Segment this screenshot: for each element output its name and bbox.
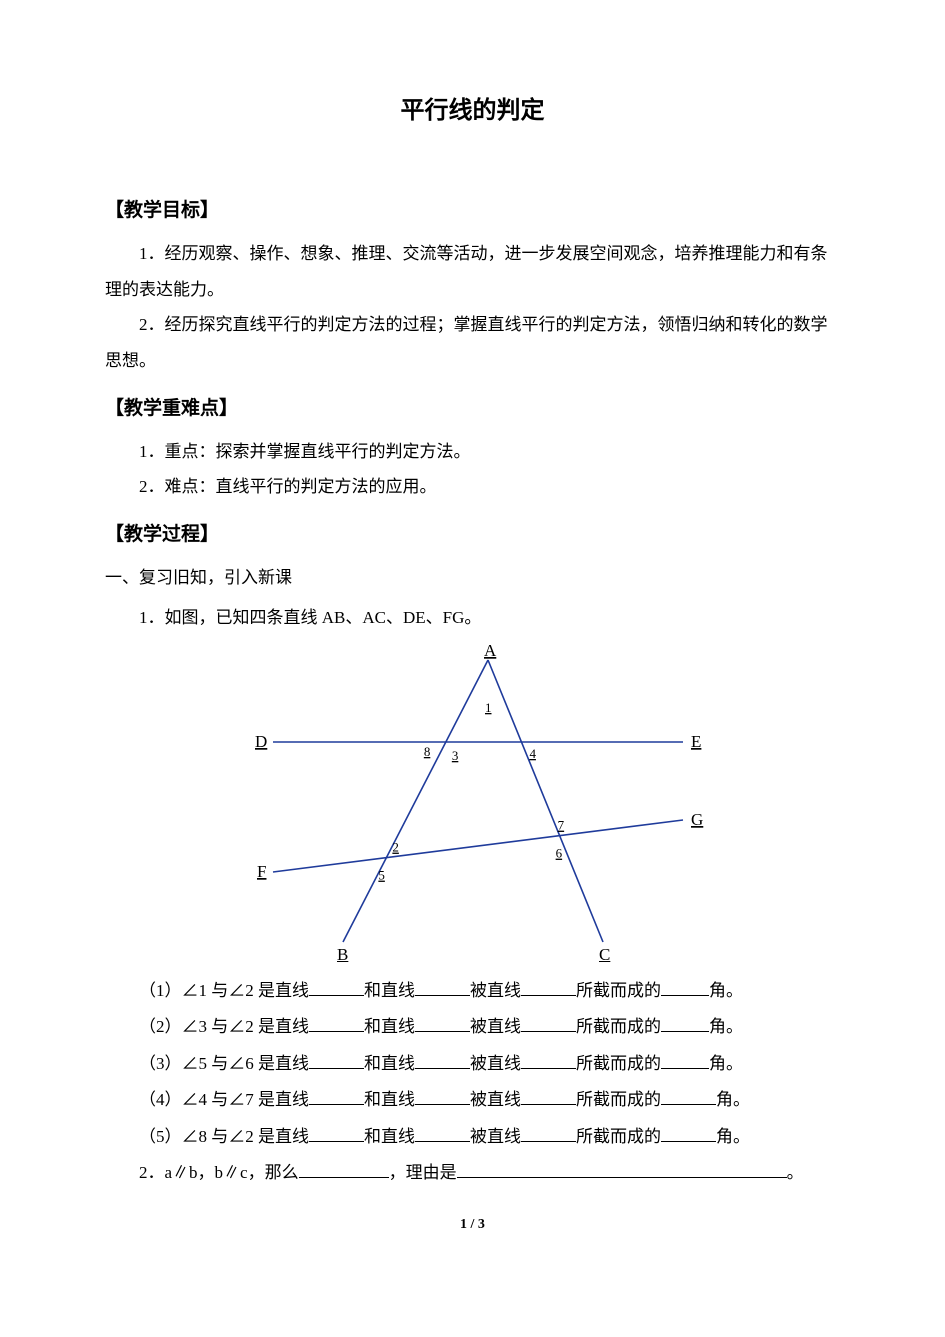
svg-text:2: 2 <box>392 839 399 854</box>
blank <box>521 1124 576 1142</box>
blank <box>521 1087 576 1105</box>
blank <box>309 1051 364 1069</box>
blank <box>309 1014 364 1032</box>
q1-intro: 1．如图，已知四条直线 AB、AC、DE、FG。 <box>105 600 840 636</box>
heading-process: 【教学过程】 <box>105 519 840 546</box>
blank <box>661 1051 709 1069</box>
blank <box>415 1124 470 1142</box>
svg-text:8: 8 <box>423 744 430 759</box>
geometry-diagram: A B C D E F G 1 8 3 4 7 6 25 <box>105 642 840 967</box>
svg-text:7: 7 <box>557 817 564 832</box>
blank <box>415 978 470 996</box>
blank <box>661 1124 716 1142</box>
blank <box>457 1160 787 1178</box>
page-number: 1 / 3 <box>105 1217 840 1233</box>
goal-1: 1．经历观察、操作、想象、推理、交流等活动，进一步发展空间观念，培养推理能力和有… <box>105 236 840 307</box>
page-title: 平行线的判定 <box>105 90 840 125</box>
blank <box>415 1087 470 1105</box>
difficulty-1: 1．重点：探索并掌握直线平行的判定方法。 <box>105 434 840 470</box>
blank <box>309 1124 364 1142</box>
heading-goals: 【教学目标】 <box>105 195 840 222</box>
blank <box>521 1051 576 1069</box>
blank <box>661 978 709 996</box>
blank <box>309 1087 364 1105</box>
blank <box>309 978 364 996</box>
blank <box>415 1014 470 1032</box>
q1-3: （3）∠5 与∠6 是直线和直线被直线所截而成的角。 <box>139 1046 840 1083</box>
svg-text:5: 5 <box>378 867 385 882</box>
svg-text:E: E <box>691 732 701 751</box>
q1-4: （4）∠4 与∠7 是直线和直线被直线所截而成的角。 <box>139 1082 840 1119</box>
part1-heading: 一、复习旧知，引入新课 <box>105 560 840 596</box>
svg-text:A: A <box>484 642 497 660</box>
blank <box>521 1014 576 1032</box>
document-page: 平行线的判定 【教学目标】 1．经历观察、操作、想象、推理、交流等活动，进一步发… <box>0 0 945 1273</box>
q1-5: （5）∠8 与∠2 是直线和直线被直线所截而成的角。 <box>139 1119 840 1156</box>
svg-text:C: C <box>599 945 610 962</box>
svg-text:1: 1 <box>485 700 492 715</box>
geometry-svg: A B C D E F G 1 8 3 4 7 6 25 <box>213 642 733 962</box>
svg-text:G: G <box>691 810 703 829</box>
svg-text:F: F <box>257 862 266 881</box>
blank <box>415 1051 470 1069</box>
svg-text:D: D <box>255 732 267 751</box>
heading-difficulty: 【教学重难点】 <box>105 393 840 420</box>
difficulty-2: 2．难点：直线平行的判定方法的应用。 <box>105 469 840 505</box>
q2: 2．a∥b，b∥c，那么，理由是。 <box>105 1155 840 1191</box>
svg-text:6: 6 <box>555 845 562 860</box>
svg-text:B: B <box>337 945 348 962</box>
goal-2: 2．经历探究直线平行的判定方法的过程；掌握直线平行的判定方法，领悟归纳和转化的数… <box>105 307 840 378</box>
blank <box>661 1014 709 1032</box>
svg-text:3: 3 <box>451 748 458 763</box>
blank <box>521 978 576 996</box>
svg-text:4: 4 <box>529 746 536 761</box>
q1-2: （2）∠3 与∠2 是直线和直线被直线所截而成的角。 <box>139 1009 840 1046</box>
q1-1: （1）∠1 与∠2 是直线和直线被直线所截而成的角。 <box>139 973 840 1010</box>
blank <box>661 1087 716 1105</box>
question-list: （1）∠1 与∠2 是直线和直线被直线所截而成的角。 （2）∠3 与∠2 是直线… <box>139 973 840 1156</box>
blank <box>299 1160 389 1178</box>
